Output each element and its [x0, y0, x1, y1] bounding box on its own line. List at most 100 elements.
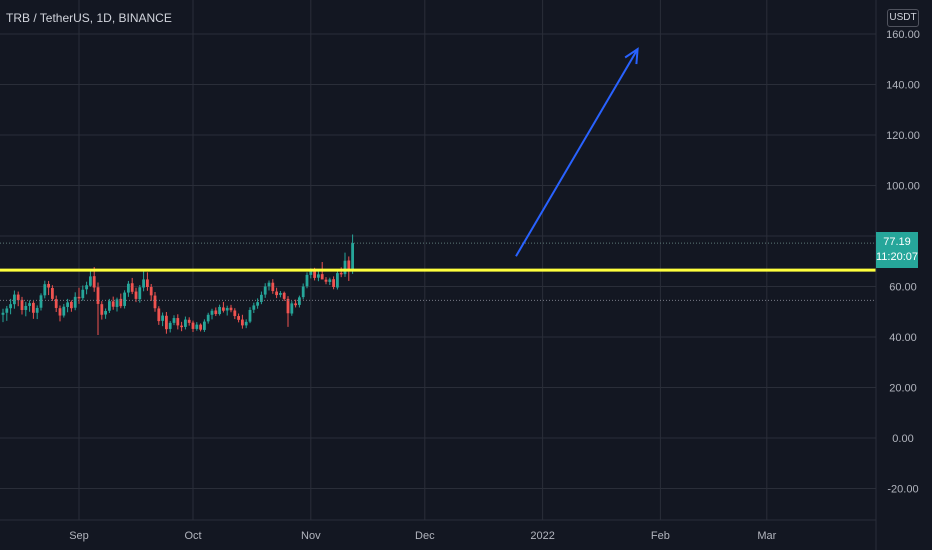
time-tick-label: Mar — [757, 530, 776, 542]
candle-body — [313, 271, 316, 278]
candle-body — [111, 301, 115, 307]
time-tick-label: 2022 — [530, 530, 554, 542]
candle-body — [35, 307, 39, 313]
candle-body — [24, 305, 28, 310]
candle-body — [77, 296, 81, 299]
price-tick-label: 120.00 — [886, 130, 920, 142]
candle-body — [13, 294, 16, 305]
candle-body — [100, 304, 104, 315]
candle-body — [43, 284, 47, 296]
candle-body — [161, 315, 164, 321]
candle-body — [248, 309, 252, 322]
candle-body — [66, 302, 69, 307]
candle-body — [275, 291, 278, 296]
candle-body — [324, 279, 328, 282]
time-tick-label: Sep — [69, 530, 89, 542]
candle-body — [225, 307, 229, 311]
candle-body — [332, 279, 335, 288]
candle-body — [96, 287, 100, 304]
candle-body — [104, 310, 107, 315]
candle-body — [73, 296, 77, 308]
candle-body — [28, 303, 31, 306]
candle-body — [294, 303, 297, 306]
candle-body — [218, 306, 221, 315]
price-tick-label: 160.00 — [886, 29, 920, 41]
candle-body — [108, 301, 111, 311]
candle-body — [206, 314, 210, 322]
candle-body — [54, 299, 58, 308]
candle-body — [123, 292, 126, 306]
candle-body — [199, 324, 202, 330]
candle-body — [260, 294, 263, 302]
candle-body — [1, 312, 5, 315]
candle-body — [229, 307, 233, 311]
current-price-tag: 77.19 11:20:07 — [876, 232, 918, 268]
candle-body — [271, 282, 275, 292]
candle-body — [130, 283, 134, 292]
candle-body — [184, 319, 187, 327]
candle-body — [32, 302, 35, 313]
candle-body — [256, 302, 259, 306]
candle-body — [134, 291, 138, 299]
candle-body — [301, 286, 305, 298]
candle-body — [298, 297, 301, 305]
candle-body — [5, 308, 9, 313]
time-tick-label: Dec — [415, 530, 435, 542]
price-tick-label: 100.00 — [886, 181, 920, 193]
price-tick-label: -20.00 — [887, 484, 918, 496]
candle-body — [279, 293, 282, 295]
candle-body — [347, 260, 351, 270]
currency-badge[interactable]: USDT — [887, 9, 919, 27]
candle-body — [168, 322, 172, 329]
candle-body — [16, 294, 20, 301]
candle-body — [47, 283, 50, 288]
candle-body — [58, 308, 62, 316]
candle-body — [81, 289, 85, 299]
candle-body — [115, 299, 119, 307]
candle-body — [282, 292, 286, 299]
price-tick-label: 140.00 — [886, 80, 920, 92]
candle-body — [195, 324, 199, 329]
countdown-label: 11:20:07 — [876, 251, 919, 263]
candle-body — [290, 303, 294, 314]
candle-body — [252, 305, 256, 310]
candle-body — [51, 288, 54, 299]
time-tick-label: Nov — [301, 530, 321, 542]
candle-body — [222, 307, 225, 311]
candle-body — [9, 304, 12, 309]
candle-body — [172, 318, 176, 323]
candle-body — [187, 319, 191, 323]
candle-body — [343, 260, 347, 275]
time-axis[interactable]: Sep Oct Nov Dec 2022 Feb Mar — [69, 530, 776, 542]
candle-body — [127, 283, 130, 293]
symbol-title[interactable]: TRB / TetherUS, 1D, BINANCE — [6, 11, 172, 25]
candle-body — [142, 279, 145, 288]
time-tick-label: Feb — [651, 530, 670, 542]
candle-body — [328, 279, 332, 282]
candle-body — [180, 325, 183, 328]
candle-body — [191, 322, 195, 329]
current-price-label: 77.19 — [883, 236, 911, 248]
arrow-head-icon — [624, 47, 639, 65]
candle-body — [92, 276, 96, 288]
candle-body — [89, 276, 92, 286]
candle-body — [309, 271, 313, 275]
candle-body — [336, 273, 339, 288]
candle-body — [39, 295, 43, 308]
candles — [1, 234, 354, 335]
time-tick-label: Oct — [184, 530, 201, 542]
candle-body — [149, 287, 153, 296]
candle-body — [146, 279, 149, 288]
candle-body — [62, 306, 66, 316]
candle-body — [20, 299, 24, 310]
candle-body — [138, 287, 142, 300]
candle-body — [241, 319, 244, 326]
candle-body — [320, 274, 324, 280]
candle-body — [153, 295, 157, 309]
trend-arrow-line — [515, 48, 639, 257]
price-tick-label: 20.00 — [889, 383, 917, 395]
candle-body — [317, 274, 320, 278]
drawings — [0, 47, 876, 301]
